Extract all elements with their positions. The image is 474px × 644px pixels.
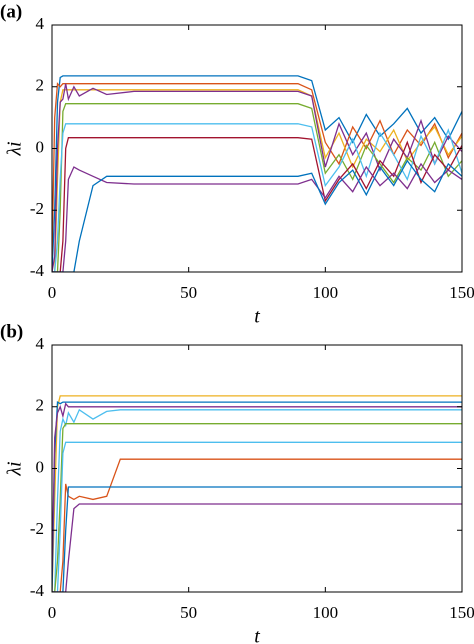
- series-line: [52, 400, 462, 592]
- x-tick-label: 100: [313, 283, 339, 302]
- series-line: [52, 408, 462, 592]
- y-tick-label: 0: [36, 137, 45, 156]
- y-tick-label: 4: [36, 14, 45, 33]
- plot-area: [52, 75, 462, 272]
- x-tick-label: 150: [449, 603, 474, 622]
- series-line: [52, 503, 462, 592]
- series-line: [52, 75, 462, 272]
- x-tick-label: 0: [48, 283, 57, 302]
- axes-box: [51, 344, 463, 593]
- y-axis-label: λi: [4, 461, 26, 476]
- x-tick-label: 50: [180, 603, 197, 622]
- series-line: [52, 486, 462, 592]
- y-tick-label: -2: [30, 199, 44, 218]
- x-tick-label: 100: [313, 603, 339, 622]
- series-line: [52, 423, 462, 592]
- series-line: [52, 458, 462, 592]
- y-tick-label: 2: [36, 76, 45, 95]
- series-line: [52, 123, 462, 272]
- y-tick-label: 2: [36, 396, 45, 415]
- y-tick-label: 4: [36, 334, 45, 353]
- x-axis-label: t: [254, 306, 260, 328]
- series-line: [52, 402, 462, 577]
- series-line: [52, 83, 462, 272]
- series-line: [52, 103, 462, 272]
- y-tick-label: -4: [30, 261, 45, 280]
- series-line: [52, 137, 462, 272]
- series-line: [52, 395, 462, 592]
- panel-label: (a): [0, 1, 22, 22]
- x-tick-label: 150: [449, 283, 474, 302]
- panel-label: (b): [0, 321, 23, 342]
- y-axis-label: λi: [4, 141, 26, 156]
- y-tick-label: -4: [30, 581, 45, 600]
- x-tick-label: 0: [48, 603, 57, 622]
- series-line: [52, 441, 462, 592]
- x-axis-label: t: [254, 626, 260, 644]
- x-tick-label: 50: [180, 283, 197, 302]
- series-line: [52, 162, 462, 272]
- plot-area: [52, 395, 462, 592]
- series-line: [52, 159, 462, 272]
- y-tick-label: 0: [36, 457, 45, 476]
- y-tick-label: -2: [30, 519, 44, 538]
